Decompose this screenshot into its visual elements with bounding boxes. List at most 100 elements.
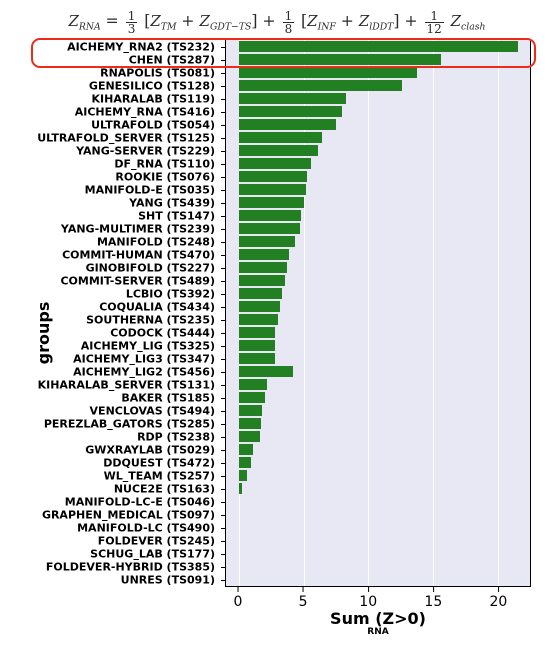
bar-label: COQUALIA (TS434) [99,300,226,313]
bar [239,327,275,337]
xtick-label: 10 [359,594,377,610]
bar-row: ROOKIE (TS076) [226,170,530,183]
bar [239,444,253,454]
bar-row: MANIFOLD-LC (TS490) [226,521,530,534]
bar-label: LCBIO (TS392) [126,287,226,300]
bar-label: AICHEMY_LIG3 (TS347) [73,352,226,365]
bar-label: SOUTHERNA (TS235) [86,313,226,326]
bar-row: FOLDEVER-HYBRID (TS385) [226,560,530,573]
bar [239,119,336,129]
bar-row: GENESILICO (TS128) [226,79,530,92]
bar-row: MANIFOLD-LC-E (TS046) [226,495,530,508]
bar-label: YANG-SERVER (TS229) [76,144,226,157]
bar-row: YANG-SERVER (TS229) [226,144,530,157]
bar-label: MANIFOLD-LC (TS490) [77,521,226,534]
bar-row: AICHEMY_LIG (TS325) [226,339,530,352]
bar-label: DF_RNA (TS110) [114,157,226,170]
bar-label: AICHEMY_LIG2 (TS456) [73,365,226,378]
bar [239,106,342,116]
bar-row: MANIFOLD-E (TS035) [226,183,530,196]
xtick: 15 [424,587,442,610]
bar [239,405,262,415]
xtick-label: 5 [299,594,308,610]
bar-label: FOLDEVER (TS245) [98,534,226,547]
bar [239,223,300,233]
bar-row: YANG-MULTIMER (TS239) [226,222,530,235]
bar-row: COMMIT-SERVER (TS489) [226,274,530,287]
formula-lhs-var: Z [68,12,78,30]
bar-label: AICHEMY_LIG (TS325) [81,339,226,352]
formula-equation: ZRNA = 13 [ZTM + ZGDT−TS] + 18 [ZINF + Z… [0,0,554,39]
bar [239,54,441,64]
bar-row: KIHARALAB_SERVER (TS131) [226,378,530,391]
bar-label: GWXRAYLAB (TS029) [85,443,226,456]
bar-label: NUCE2E (TS163) [114,482,226,495]
bar-label: SCHUG_LAB (TS177) [90,547,226,560]
bar-label: GINOBIFOLD (TS227) [86,261,226,274]
xtick-mark [498,587,499,592]
bar-label: CHEN (TS287) [129,53,226,66]
bar [239,379,267,389]
bar-label: AICHEMY_RNA (TS416) [75,105,226,118]
bar-row: WL_TEAM (TS257) [226,469,530,482]
bar-row: GINOBIFOLD (TS227) [226,261,530,274]
bar-row: AICHEMY_LIG2 (TS456) [226,365,530,378]
bar-label: KIHARALAB_SERVER (TS131) [38,378,226,391]
bar [239,132,322,142]
bar [239,418,261,428]
xtick-label: 20 [490,594,508,610]
bar [239,210,301,220]
bar-row: KIHARALAB (TS119) [226,92,530,105]
bar [239,171,308,181]
bar [239,470,247,480]
bar [239,353,275,363]
bar-row: AICHEMY_RNA2 (TS232) [226,40,530,53]
bar-label: YANG (TS439) [129,196,226,209]
bar-row: COMMIT-HUMAN (TS470) [226,248,530,261]
bar-row: GRAPHEN_MEDICAL (TS097) [226,508,530,521]
bar [239,197,304,207]
bar-row: FOLDEVER (TS245) [226,534,530,547]
bar-label: KIHARALAB (TS119) [92,92,227,105]
bar [239,80,402,90]
bar-row: PEREZLAB_GATORS (TS285) [226,417,530,430]
bar [239,483,242,493]
bar-row: NUCE2E (TS163) [226,482,530,495]
bar [239,249,289,259]
xtick-mark [238,587,239,592]
bar-label: COMMIT-SERVER (TS489) [60,274,226,287]
bar-row: CHEN (TS287) [226,53,530,66]
bar-row: AICHEMY_LIG3 (TS347) [226,352,530,365]
bar-row: RNAPOLIS (TS081) [226,66,530,79]
bar-row: BAKER (TS185) [226,391,530,404]
bar [239,184,306,194]
bar-label: RDP (TS238) [137,430,226,443]
bar [239,158,311,168]
coef-1: 13 [126,10,138,35]
xtick: 10 [359,587,377,610]
bar-label: GENESILICO (TS128) [89,79,226,92]
bar [239,314,278,324]
formula-lhs-sub: RNA [79,21,101,32]
bar-row: SHT (TS147) [226,209,530,222]
bar-label: BAKER (TS185) [121,391,226,404]
bar [239,457,251,467]
bar [239,41,518,51]
bar-row: RDP (TS238) [226,430,530,443]
xtick: 5 [299,587,308,610]
bar-label: UNRES (TS091) [121,573,226,586]
bar-label: AICHEMY_RNA2 (TS232) [67,40,226,53]
bar-row: SOUTHERNA (TS235) [226,313,530,326]
bar-row: AICHEMY_RNA (TS416) [226,105,530,118]
bar-row: LCBIO (TS392) [226,287,530,300]
bar-label: ROOKIE (TS076) [115,170,226,183]
figure: ZRNA = 13 [ZTM + ZGDT−TS] + 18 [ZINF + Z… [0,0,554,627]
xtick-mark [433,587,434,592]
bar [239,262,287,272]
bar-row: YANG (TS439) [226,196,530,209]
bar-row: ULTRAFOLD (TS054) [226,118,530,131]
bar-label: SHT (TS147) [138,209,226,222]
bar [239,301,280,311]
y-axis-title: groups [34,302,53,365]
xtick-label: 0 [234,594,243,610]
